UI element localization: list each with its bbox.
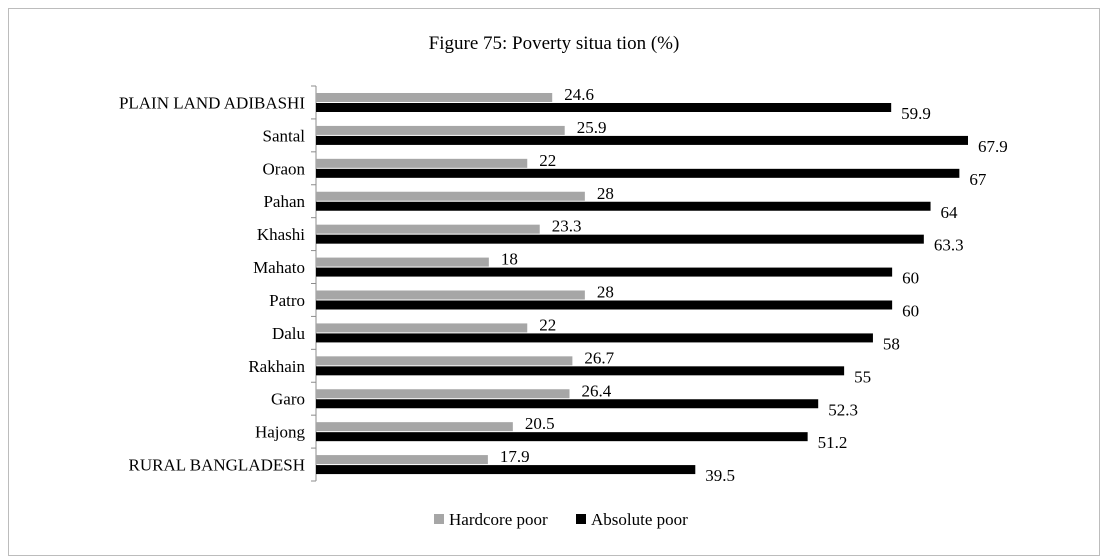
bar-hardcore-poor	[316, 455, 488, 465]
bar-absolute-poor	[316, 333, 873, 343]
data-label-hardcore-poor: 25.9	[577, 118, 607, 137]
data-label-absolute-poor: 39.5	[705, 466, 735, 485]
bar-hardcore-poor	[316, 323, 528, 333]
legend-swatch-absolute-poor	[576, 514, 586, 524]
category-label: Dalu	[272, 324, 306, 343]
category-label: RURAL BANGLADESH	[129, 456, 305, 475]
data-label-hardcore-poor: 22	[539, 151, 556, 170]
data-label-hardcore-poor: 17.9	[500, 447, 530, 466]
bar-absolute-poor	[316, 135, 968, 145]
bar-absolute-poor	[316, 300, 893, 310]
data-label-hardcore-poor: 24.6	[564, 85, 594, 104]
bar-hardcore-poor	[316, 191, 585, 201]
category-label: Oraon	[263, 159, 306, 178]
category-label: Pahan	[263, 192, 305, 211]
bar-absolute-poor	[316, 465, 696, 475]
category-label: Garo	[271, 390, 305, 409]
legend-label-absolute-poor: Absolute poor	[591, 510, 688, 529]
bar-hardcore-poor	[316, 224, 540, 234]
data-label-hardcore-poor: 26.7	[584, 348, 614, 367]
bar-hardcore-poor	[316, 257, 489, 267]
data-label-absolute-poor: 67	[969, 170, 987, 189]
category-label: Hajong	[255, 423, 306, 442]
data-label-absolute-poor: 64	[941, 203, 959, 222]
bar-hardcore-poor	[316, 125, 565, 135]
data-label-hardcore-poor: 26.4	[582, 381, 612, 400]
data-label-hardcore-poor: 28	[597, 184, 614, 203]
chart-frame	[8, 8, 1100, 556]
bar-hardcore-poor	[316, 290, 585, 300]
data-label-absolute-poor: 60	[902, 269, 919, 288]
bar-absolute-poor	[316, 432, 808, 442]
chart-title: Figure 75: Poverty situa tion (%)	[428, 33, 680, 54]
category-label: Patro	[269, 291, 305, 310]
data-label-absolute-poor: 63.3	[934, 236, 964, 255]
bar-hardcore-poor	[316, 356, 573, 366]
category-label: Khashi	[257, 225, 305, 244]
bar-absolute-poor	[316, 399, 819, 409]
bar-absolute-poor	[316, 168, 960, 178]
data-label-hardcore-poor: 18	[501, 250, 518, 269]
legend-swatch-hardcore-poor	[434, 514, 444, 524]
data-label-absolute-poor: 59.9	[901, 104, 931, 123]
bar-absolute-poor	[316, 103, 892, 112]
data-label-absolute-poor: 67.9	[978, 137, 1008, 156]
bar-absolute-poor	[316, 234, 924, 244]
bar-hardcore-poor	[316, 389, 570, 399]
legend-label-hardcore-poor: Hardcore poor	[449, 510, 548, 529]
data-label-absolute-poor: 52.3	[828, 400, 858, 419]
data-label-absolute-poor: 58	[883, 334, 900, 353]
data-label-hardcore-poor: 28	[597, 283, 614, 302]
data-label-hardcore-poor: 20.5	[525, 414, 555, 433]
bar-absolute-poor	[316, 267, 893, 277]
data-label-hardcore-poor: 22	[539, 315, 556, 334]
data-label-hardcore-poor: 23.3	[552, 217, 582, 236]
category-label: PLAIN LAND ADIBASHI	[119, 93, 305, 112]
category-label: Rakhain	[248, 357, 305, 376]
data-label-absolute-poor: 51.2	[818, 433, 848, 452]
data-label-absolute-poor: 55	[854, 367, 871, 386]
bar-absolute-poor	[316, 366, 845, 376]
bar-absolute-poor	[316, 201, 931, 211]
category-label: Santal	[263, 126, 306, 145]
category-label: Mahato	[253, 258, 305, 277]
bar-hardcore-poor	[316, 422, 513, 432]
data-label-absolute-poor: 60	[902, 302, 919, 321]
bar-hardcore-poor	[316, 158, 528, 168]
bar-hardcore-poor	[316, 93, 553, 102]
